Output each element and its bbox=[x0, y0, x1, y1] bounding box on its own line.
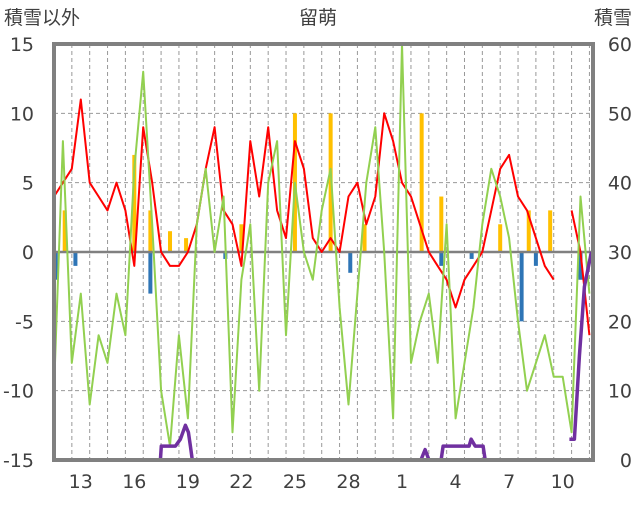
left-tick-label: -5 bbox=[15, 311, 34, 333]
left-tick-label: 0 bbox=[22, 242, 34, 264]
orange-bar bbox=[239, 224, 244, 252]
right-tick-label: 50 bbox=[608, 103, 632, 125]
right-tick-label: 30 bbox=[608, 242, 632, 264]
orange-bar bbox=[168, 231, 173, 252]
orange-bar bbox=[548, 210, 553, 252]
x-tick-label: 1 bbox=[396, 471, 408, 493]
chart-title: 留萌 bbox=[299, 7, 337, 29]
snow-depth-series-line bbox=[54, 251, 594, 462]
x-tick-label: 7 bbox=[503, 471, 515, 493]
right-tick-label: 60 bbox=[608, 34, 632, 56]
right-tick-label: 10 bbox=[608, 381, 632, 403]
x-tick-label: 13 bbox=[69, 471, 93, 493]
x-tick-label: 25 bbox=[283, 471, 307, 493]
left-axis-title: 積雪以外 bbox=[4, 7, 80, 29]
orange-bar bbox=[526, 210, 531, 252]
red-series-line bbox=[53, 98, 591, 336]
blue-bar bbox=[148, 252, 153, 294]
x-tick-label: 19 bbox=[176, 471, 200, 493]
orange-bar bbox=[419, 113, 424, 252]
blue-bar bbox=[578, 252, 583, 280]
x-tick-label: 28 bbox=[336, 471, 360, 493]
right-axis-title: 積雪 bbox=[594, 7, 632, 29]
orange-bar bbox=[132, 154, 137, 252]
left-tick-label: -10 bbox=[3, 381, 34, 403]
orange-bar bbox=[184, 238, 189, 252]
blue-bar bbox=[533, 252, 538, 266]
x-tick-label: 10 bbox=[551, 471, 575, 493]
orange-bar bbox=[498, 224, 503, 252]
left-tick-label: 10 bbox=[10, 103, 34, 125]
orange-bar bbox=[148, 210, 153, 252]
left-tick-label: -15 bbox=[3, 450, 34, 472]
blue-bar bbox=[469, 252, 474, 259]
blue-bar bbox=[73, 252, 78, 266]
blue-bar bbox=[439, 252, 444, 266]
blue-bar bbox=[348, 252, 353, 273]
blue-bar bbox=[519, 252, 524, 322]
left-tick-label: 15 bbox=[10, 34, 34, 56]
plot-frame bbox=[52, 42, 595, 462]
green-series-line bbox=[53, 43, 591, 448]
x-tick-label: 4 bbox=[450, 471, 462, 493]
orange-bar bbox=[439, 196, 444, 252]
orange-bar bbox=[62, 210, 67, 252]
orange-bar bbox=[362, 224, 367, 252]
right-tick-label: 0 bbox=[620, 450, 632, 472]
x-tick-label: 22 bbox=[229, 471, 253, 493]
right-tick-label: 40 bbox=[608, 173, 632, 195]
right-tick-label: 20 bbox=[608, 311, 632, 333]
x-tick-label: 16 bbox=[122, 471, 146, 493]
left-tick-label: 5 bbox=[22, 173, 34, 195]
